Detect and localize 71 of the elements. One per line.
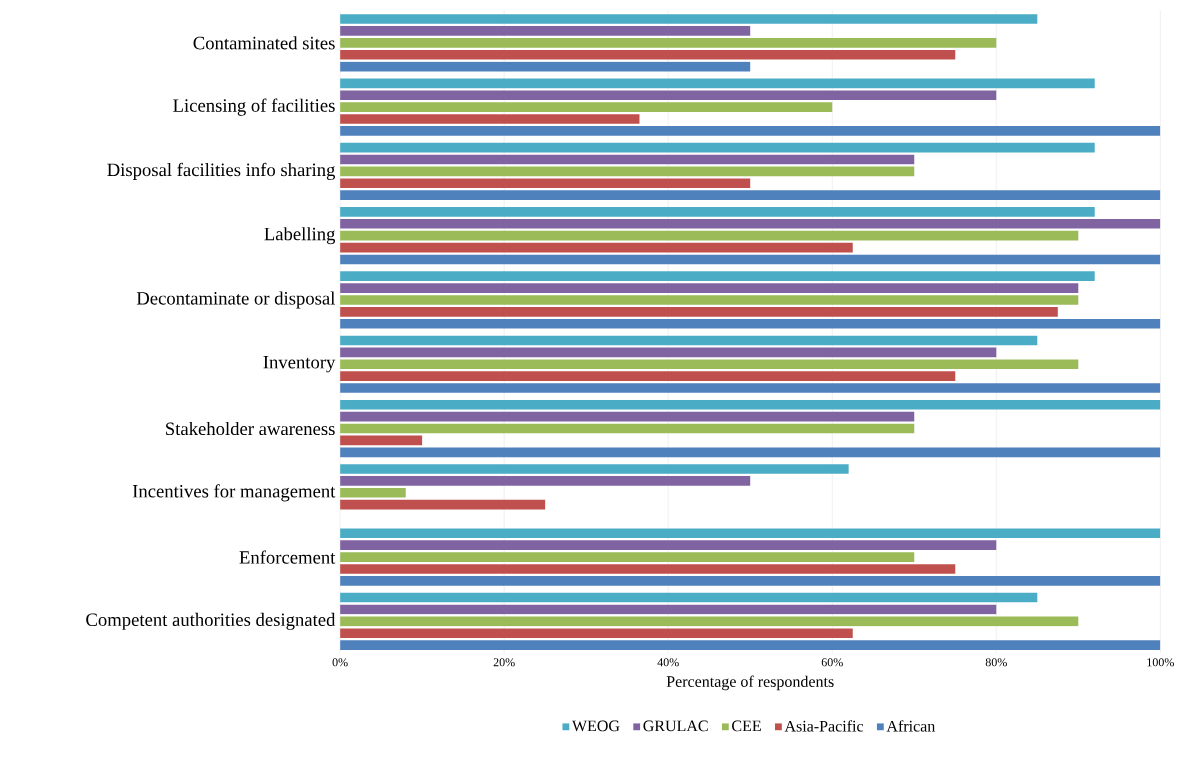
bar [340, 528, 1161, 539]
bar [340, 335, 1038, 346]
bar [340, 125, 1161, 136]
bar [340, 540, 997, 550]
legend-label: CEE [732, 720, 761, 732]
bar [340, 359, 1079, 369]
bar [340, 383, 1161, 393]
y-tick-label: Competent authorities designated [86, 612, 336, 630]
legend-label: WEOG [571, 720, 620, 732]
bar [340, 464, 849, 474]
x-axis-title: Percentage of respondents [666, 675, 834, 691]
bar [340, 604, 997, 615]
bar [340, 371, 956, 381]
bar [340, 318, 1161, 329]
bar [340, 616, 1079, 627]
bar [340, 114, 640, 124]
bar [340, 575, 1161, 586]
bar [340, 218, 1161, 229]
bar [340, 254, 1161, 265]
bar [340, 206, 1095, 217]
bar [340, 447, 1161, 458]
x-tick-label: 100% [1147, 658, 1174, 667]
bar [340, 283, 1079, 293]
bar [340, 487, 406, 498]
bar [340, 178, 751, 188]
bar [340, 166, 915, 177]
bar [340, 154, 915, 165]
bar [340, 640, 1161, 650]
bar [340, 142, 1095, 153]
bar [340, 628, 853, 638]
bar [340, 61, 751, 72]
legend-label: Asia-Pacific [784, 720, 864, 732]
bar [340, 190, 1161, 200]
y-tick-label: Stakeholder awareness [166, 421, 335, 435]
bar [340, 435, 423, 446]
bar [340, 90, 997, 100]
x-tick-label: 20% [493, 658, 515, 667]
bar [340, 347, 997, 358]
bar [340, 78, 1095, 89]
y-tick-label: Enforcement [239, 550, 336, 564]
x-tick-label: 60% [821, 658, 843, 667]
bar [340, 564, 956, 574]
bar [340, 49, 956, 60]
y-tick-label: Incentives for management [132, 484, 336, 502]
y-tick-label: Disposal facilities info sharing [107, 162, 336, 180]
x-tick-label: 0% [332, 658, 348, 667]
bar [340, 423, 915, 434]
y-tick-label: Labelling [264, 227, 336, 245]
bar [340, 399, 1161, 410]
bar [340, 295, 1079, 305]
bar [340, 242, 853, 253]
bar [340, 499, 546, 510]
y-tick-label: Contaminated sites [193, 36, 335, 50]
bar [340, 306, 1058, 317]
bar [340, 26, 751, 36]
bar [340, 102, 833, 112]
y-tick-label: Inventory [263, 356, 336, 373]
y-tick-label: Licensing of facilities [173, 98, 335, 116]
legend-label: GRULAC [643, 720, 708, 732]
bar [340, 37, 997, 48]
x-tick-label: 80% [985, 658, 1007, 667]
y-tick-label: Decontaminate or disposal [136, 291, 336, 309]
bar [340, 14, 1038, 24]
x-tick-label: 40% [657, 658, 679, 667]
bar [340, 475, 751, 486]
legend-label: African [886, 720, 936, 732]
bar [340, 592, 1038, 603]
bar [340, 271, 1095, 281]
bar [340, 411, 915, 422]
bar [340, 552, 915, 562]
bar [340, 230, 1079, 241]
